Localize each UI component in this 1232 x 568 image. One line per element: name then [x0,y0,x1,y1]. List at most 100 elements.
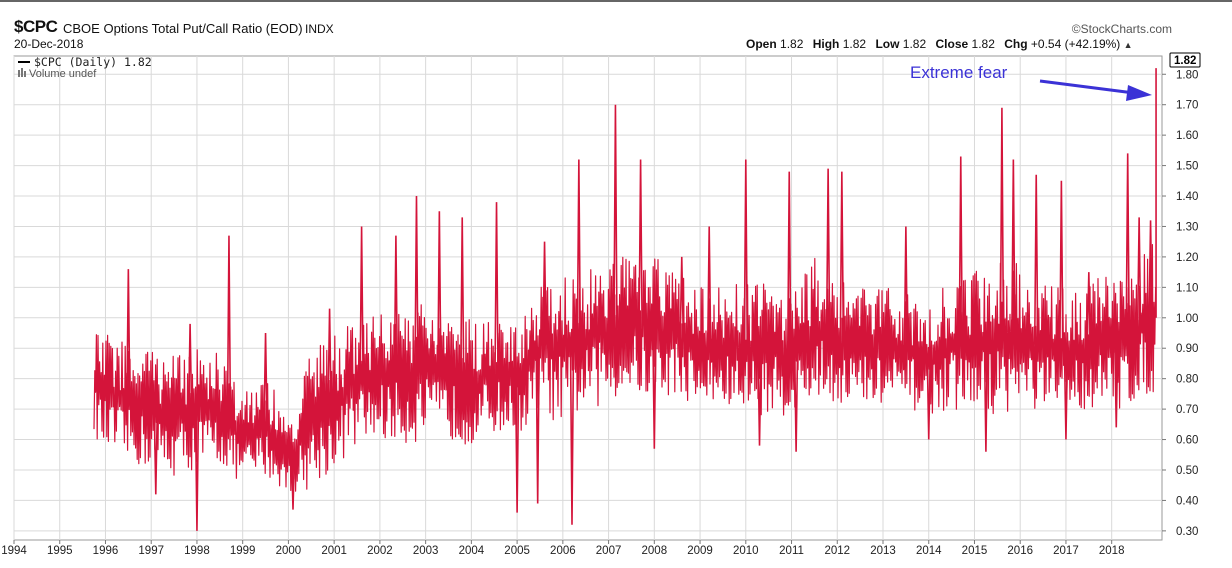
series-spike [514,378,520,513]
close-value: 1.82 [971,37,995,51]
legend-volume: Volume undef [29,68,97,80]
series-spike [1063,351,1069,440]
series-spike [535,347,540,504]
volume-icon-bar [24,71,26,77]
series-spike [743,159,749,349]
volume-icon [18,70,20,77]
x-tick-label: 1997 [138,545,164,557]
y-tick-label: 1.70 [1176,100,1198,112]
legend-series: $CPC (Daily) 1.82 [34,55,152,69]
y-tick-label: 1.40 [1176,191,1198,203]
series-spike [437,211,442,374]
x-tick-label: 2004 [459,545,485,557]
series-spike [786,171,792,351]
x-tick-label: 2005 [504,545,530,557]
brand-logo[interactable]: ©StockCharts.com [1071,22,1172,36]
y-tick-label: 1.20 [1176,252,1198,264]
series-spike [958,156,964,345]
annotation-arrowhead-icon [1126,85,1152,101]
series-spike [757,348,762,446]
series-spike [638,159,643,328]
y-tick-label: 0.90 [1176,343,1198,355]
y-tick-label: 0.40 [1176,495,1198,507]
series-spike [327,308,332,405]
series-spike [153,410,159,495]
series-spike [903,226,909,352]
date-label: 20-Dec-2018 [14,37,84,51]
x-tick-label: 2000 [276,545,302,557]
low-label: Low [875,37,900,51]
series-spike [187,323,193,411]
series-band [93,244,1157,492]
series-line [93,244,1157,492]
series-spike [706,226,712,349]
symbol-label: $CPC [14,17,58,36]
y-tick-label: 1.50 [1176,161,1198,173]
series-spike [1136,217,1142,328]
series-spike [126,269,131,404]
y-tick-label: 1.10 [1176,282,1198,294]
low-value: 1.82 [902,37,927,51]
series-spike [290,451,296,510]
series-spike [459,217,465,380]
annotation-arrow [1039,79,1135,95]
y-tick-label: 0.50 [1176,465,1198,477]
volume-icon-bar [21,68,23,77]
series-spike [1059,180,1064,351]
x-tick-label: 2013 [870,545,896,557]
x-axis: 1994 1995 1996 1997 1998 1999 2000 2001 2002 2003… [1,540,1124,557]
series-spike [652,329,657,449]
y-tick-label: 1.00 [1176,313,1198,325]
open-label: Open [746,37,777,51]
annotation-text: Extreme fear [910,63,1008,82]
y-tick-label: 0.80 [1176,374,1198,386]
ohlc-readout: Open 1.82 High 1.82 Low 1.82 Close 1.82 … [746,37,1133,51]
x-tick-label: 2001 [321,545,347,557]
chart-description: CBOE Options Total Put/Call Ratio (EOD) [63,21,303,36]
high-value: 1.82 [842,37,867,51]
x-tick-label: 2012 [824,545,850,557]
series-spike [1086,272,1092,346]
x-tick-label: 1995 [47,545,73,557]
series-spikes [126,68,1157,531]
y-tick-label: 1.60 [1176,130,1198,142]
x-tick-label: 2018 [1099,545,1125,557]
y-axis: 0.30 0.40 0.50 0.60 0.70 0.80 0.90 1.00 1.10 1.20… [1162,69,1198,538]
series-spike [1113,340,1119,428]
x-tick-label: 2009 [687,545,713,557]
series-spike [679,256,685,337]
x-tick-label: 2014 [916,545,942,557]
x-tick-label: 1996 [93,545,119,557]
open-value: 1.82 [780,37,804,51]
series-spike [1011,159,1016,337]
series-spike [542,241,547,345]
x-tick-label: 2003 [413,545,439,557]
series-spike [263,332,268,425]
x-tick-label: 2017 [1053,545,1079,557]
series-spike [1148,220,1153,321]
series-spike [194,409,200,531]
series-spike [414,196,419,373]
series-spike [613,104,618,329]
x-tick-label: 2008 [642,545,668,557]
series-spike [576,159,582,343]
top-border [0,0,1232,2]
x-tick-label: 2015 [962,545,988,557]
series-spike [569,345,575,525]
series-spike [226,235,232,422]
series-spike [359,226,364,381]
y-tick-label: 0.70 [1176,404,1198,416]
series-spike [494,202,499,374]
close-label: Close [935,37,969,51]
series-spike [926,354,932,440]
chg-label: Chg [1004,37,1028,51]
series-spike [983,339,989,452]
chg-arrow-icon: ▲ [1123,40,1133,50]
last-value-badge [1169,52,1201,68]
series-spike [793,346,799,452]
y-tick-label: 0.60 [1176,435,1198,447]
x-tick-label: 1994 [1,545,27,557]
plot-frame [13,55,1163,541]
y-tick-label: 0.30 [1176,526,1198,538]
